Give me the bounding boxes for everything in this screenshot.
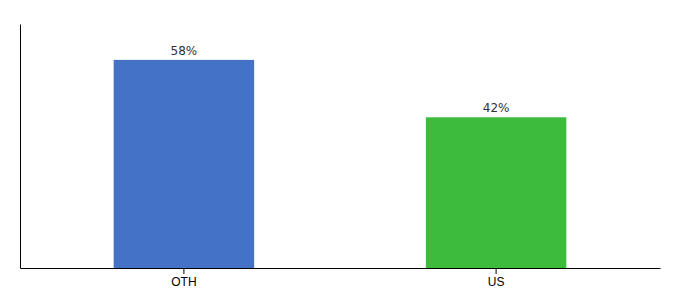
bar — [114, 60, 254, 268]
x-tick-label: OTH — [171, 275, 196, 289]
x-tick-mark — [183, 268, 184, 274]
data-label: 58% — [171, 44, 198, 58]
bars — [114, 60, 567, 268]
chart-svg: OTH US 58% 42% — [0, 0, 680, 300]
x-axis: OTH US — [21, 268, 661, 289]
data-labels: 58% 42% — [171, 44, 510, 115]
data-label: 42% — [483, 101, 510, 115]
bar — [426, 117, 566, 268]
x-tick-label: US — [488, 275, 505, 289]
x-tick-mark — [496, 268, 497, 274]
y-axis — [20, 25, 21, 269]
x-tick: OTH — [171, 268, 196, 289]
x-axis-line — [21, 268, 661, 269]
plot: OTH US 58% 42% — [21, 25, 661, 289]
x-tick: US — [488, 268, 505, 289]
chart-container: OTH US 58% 42% — [0, 0, 680, 300]
y-axis-line — [20, 25, 21, 269]
